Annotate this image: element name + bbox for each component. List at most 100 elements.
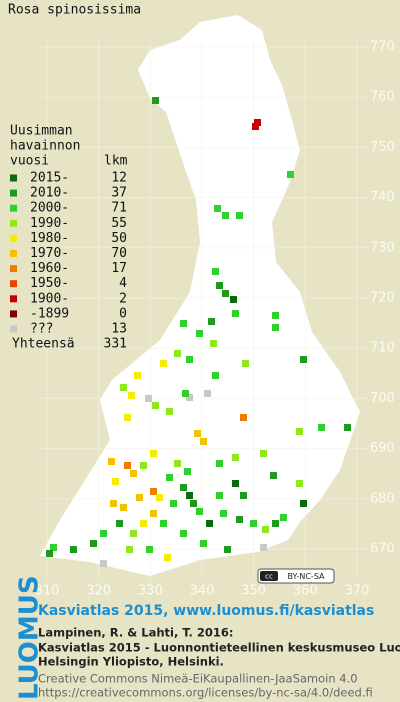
cell — [136, 494, 143, 501]
cc-badge: cc BY-NC-SA — [257, 568, 335, 584]
cell — [50, 544, 57, 551]
cell — [194, 430, 201, 437]
y-tick-label: 730 — [370, 240, 395, 255]
cell — [222, 290, 229, 297]
reference: Helsingin Yliopisto, Helsinki. — [38, 655, 224, 669]
legend-swatch — [10, 174, 17, 182]
cell — [120, 384, 127, 391]
cell — [184, 468, 191, 475]
legend-count: 50 — [111, 231, 127, 246]
cell — [262, 526, 269, 533]
finland — [40, 15, 360, 576]
cell — [112, 478, 119, 485]
cell — [186, 394, 193, 401]
license: https://creativecommons.org/licenses/by-… — [38, 686, 373, 700]
legend-count: 55 — [111, 216, 127, 231]
legend-label: 1980- — [30, 231, 69, 246]
legend-swatch — [10, 189, 17, 197]
cell — [166, 408, 173, 415]
cell — [156, 494, 163, 501]
cell — [220, 510, 227, 517]
x-tick-label: 310 — [35, 584, 60, 599]
cell — [272, 520, 279, 527]
legend-total: 331 — [104, 337, 127, 352]
cell — [232, 310, 239, 317]
cell — [240, 414, 247, 421]
cell — [186, 356, 193, 363]
cell — [214, 205, 221, 212]
cell — [260, 450, 267, 457]
legend-count: 12 — [111, 171, 127, 186]
cell — [300, 500, 307, 507]
cell — [252, 123, 259, 130]
cell — [196, 508, 203, 515]
cell — [116, 520, 123, 527]
x-tick-label: 370 — [345, 584, 370, 599]
badge-label: BY-NC-SA — [287, 572, 325, 581]
cell — [208, 318, 215, 325]
cell — [318, 424, 325, 431]
cell — [236, 516, 243, 523]
y-tick-label: 720 — [370, 291, 395, 306]
cell — [240, 492, 247, 499]
legend-count: 0 — [119, 306, 127, 321]
legend-count: 13 — [111, 322, 127, 337]
legend-count-heading: lkm — [104, 154, 128, 169]
legend-label: 1900- — [30, 291, 69, 306]
cell — [110, 500, 117, 507]
cell — [145, 395, 152, 402]
cell — [150, 450, 157, 457]
cell — [200, 540, 207, 547]
cell — [180, 530, 187, 537]
cell — [242, 360, 249, 367]
cell — [182, 390, 189, 397]
legend-count: 17 — [111, 261, 127, 276]
cell — [150, 510, 157, 517]
cell — [150, 488, 157, 495]
legend-swatch — [10, 295, 17, 303]
cell — [272, 312, 279, 319]
cell — [174, 460, 181, 467]
cell — [152, 97, 159, 104]
legend-swatch — [10, 325, 17, 333]
cell — [232, 480, 239, 487]
legend-count: 37 — [111, 186, 127, 201]
legend-label: 2000- — [30, 201, 69, 216]
cell — [70, 546, 77, 553]
legend-total-label: Yhteensä — [12, 337, 75, 352]
cell — [134, 372, 141, 379]
y-tick-label: 760 — [370, 90, 395, 105]
cell — [108, 458, 115, 465]
y-tick-label: 770 — [370, 40, 395, 55]
legend-count: 2 — [119, 291, 127, 306]
cell — [210, 340, 217, 347]
cell — [204, 390, 211, 397]
cell — [296, 480, 303, 487]
y-tick-label: 750 — [370, 140, 395, 155]
reference: Lampinen, R. & Lahti, T. 2016: — [38, 626, 233, 640]
legend-label: 2015- — [30, 171, 69, 186]
cell — [222, 212, 229, 219]
cell — [126, 546, 133, 553]
x-tick-label: 360 — [293, 584, 318, 599]
cell — [180, 484, 187, 491]
cell — [140, 520, 147, 527]
cell — [100, 560, 107, 567]
x-tick-label: 320 — [86, 584, 111, 599]
cell — [46, 550, 53, 557]
cell — [128, 392, 135, 399]
y-tick-label: 740 — [370, 190, 395, 205]
legend-swatch — [10, 234, 17, 242]
cell — [160, 360, 167, 367]
legend-count: 4 — [119, 276, 127, 291]
cell — [260, 544, 267, 551]
cell — [124, 462, 131, 469]
legend-label: 1970- — [30, 246, 69, 261]
y-tick-label: 700 — [370, 391, 395, 406]
cells — [46, 97, 351, 567]
cell — [180, 320, 187, 327]
cell — [296, 428, 303, 435]
legend-label: 2010- — [30, 186, 69, 201]
